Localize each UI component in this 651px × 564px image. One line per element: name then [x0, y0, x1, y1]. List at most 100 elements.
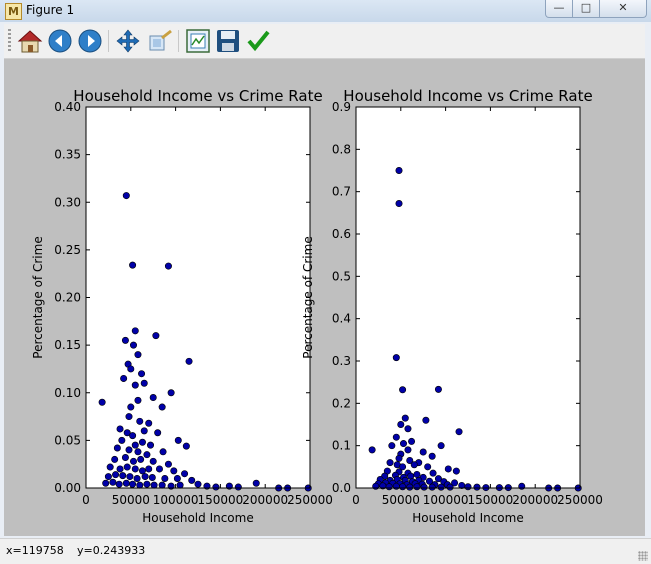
data-point	[161, 474, 169, 482]
data-point	[252, 479, 260, 487]
zoom-rectangle-icon	[149, 29, 172, 51]
data-point	[122, 192, 130, 200]
data-point	[109, 478, 117, 486]
x-tick-label: 0	[82, 493, 90, 507]
data-point	[464, 483, 472, 491]
y-axis-label: Percentage of Crime	[31, 236, 45, 358]
data-point	[116, 465, 124, 473]
maximize-button[interactable]: □	[572, 0, 600, 18]
y-tick-label: 0.0	[332, 481, 351, 495]
subplots-button[interactable]	[184, 27, 212, 55]
checkmark-icon	[247, 30, 270, 52]
minimize-icon: —	[553, 1, 565, 14]
back-button[interactable]	[46, 27, 74, 55]
save-button[interactable]	[214, 27, 242, 55]
data-point	[125, 446, 133, 454]
data-point	[420, 483, 428, 491]
data-point	[408, 437, 416, 445]
data-point	[136, 481, 144, 489]
data-point	[413, 483, 421, 491]
plot-area[interactable]	[356, 107, 580, 488]
data-point	[138, 438, 146, 446]
data-point	[452, 467, 460, 475]
maximize-icon: □	[580, 1, 592, 14]
data-point	[145, 419, 153, 427]
data-point	[129, 457, 137, 465]
data-point	[129, 432, 137, 440]
x-tick-label: 50000	[112, 493, 150, 507]
zoom-button[interactable]	[146, 27, 174, 55]
subplot-2: 0.0 0.1 0.2 0.3 0.4 0.5 0.6 0.7 0.8 0.9 0 50000 1000…	[301, 87, 603, 525]
subplots-config-icon	[186, 29, 210, 53]
forward-button[interactable]	[76, 27, 104, 55]
data-point	[164, 262, 172, 270]
data-point	[401, 414, 409, 422]
y-tick-label: 0.7	[332, 185, 351, 199]
figure-canvas[interactable]: 0.00 0.05 0.10 0.15 0.20 0.25 0.30 0.35 0.40 0 500…	[4, 59, 645, 536]
data-point	[134, 351, 142, 359]
data-point	[188, 476, 196, 484]
data-point	[434, 475, 442, 483]
data-point	[138, 370, 146, 378]
data-point	[404, 446, 412, 454]
data-point	[98, 398, 106, 406]
data-point	[392, 433, 400, 441]
data-point	[131, 441, 139, 449]
data-point	[138, 467, 146, 475]
data-point	[424, 463, 432, 471]
data-point	[446, 483, 454, 491]
y-tick-label: 0.1	[332, 439, 351, 453]
data-point	[154, 429, 162, 437]
y-tick-label: 0.15	[54, 338, 81, 352]
data-point	[174, 436, 182, 444]
x-tick-label: 150000	[197, 493, 243, 507]
pan-button[interactable]	[114, 27, 142, 55]
data-point	[473, 483, 481, 491]
y-tick-label: 0.3	[332, 354, 351, 368]
data-point	[122, 479, 130, 487]
move-icon	[116, 29, 140, 53]
data-point	[147, 441, 155, 449]
data-point	[145, 465, 153, 473]
y-tick-label: 0.40	[54, 100, 81, 114]
data-point	[388, 442, 396, 450]
data-point	[131, 327, 139, 335]
minimize-button[interactable]: —	[545, 0, 573, 18]
y-tick-label: 0.00	[54, 481, 81, 495]
data-point	[158, 481, 166, 489]
data-point	[129, 480, 137, 488]
data-point	[127, 403, 135, 411]
data-point	[129, 341, 137, 349]
data-point	[428, 483, 436, 491]
toolbar-grip[interactable]	[8, 29, 11, 53]
data-point	[425, 477, 433, 485]
data-point	[372, 482, 380, 490]
data-point	[455, 428, 463, 436]
y-tick-label: 0.8	[332, 142, 351, 156]
data-point	[133, 474, 141, 482]
chart-title: Household Income vs Crime Rate	[73, 87, 322, 105]
data-point	[518, 482, 526, 490]
data-point	[123, 463, 131, 471]
close-icon: ✕	[618, 1, 628, 14]
data-point	[131, 465, 139, 473]
x-tick-label: 250000	[557, 493, 603, 507]
data-point	[182, 442, 190, 450]
x-tick-label: 0	[352, 493, 360, 507]
data-point	[410, 461, 418, 469]
plot-area[interactable]	[86, 107, 310, 488]
data-point	[392, 354, 400, 362]
data-point	[119, 472, 127, 480]
resize-grip-icon[interactable]	[638, 551, 648, 561]
home-button[interactable]	[16, 27, 44, 55]
data-point	[116, 425, 124, 433]
back-arrow-icon	[48, 29, 72, 53]
y-tick-label: 0.25	[54, 243, 81, 257]
data-point	[112, 471, 120, 479]
edit-button[interactable]	[244, 27, 272, 55]
data-point	[173, 474, 181, 482]
close-button[interactable]: ✕	[599, 0, 647, 18]
plot-canvas[interactable]: 0.000.050.100.150.200.250.300.350.400 500…	[4, 59, 645, 536]
floppy-disk-icon	[217, 30, 239, 52]
data-point	[419, 448, 427, 456]
